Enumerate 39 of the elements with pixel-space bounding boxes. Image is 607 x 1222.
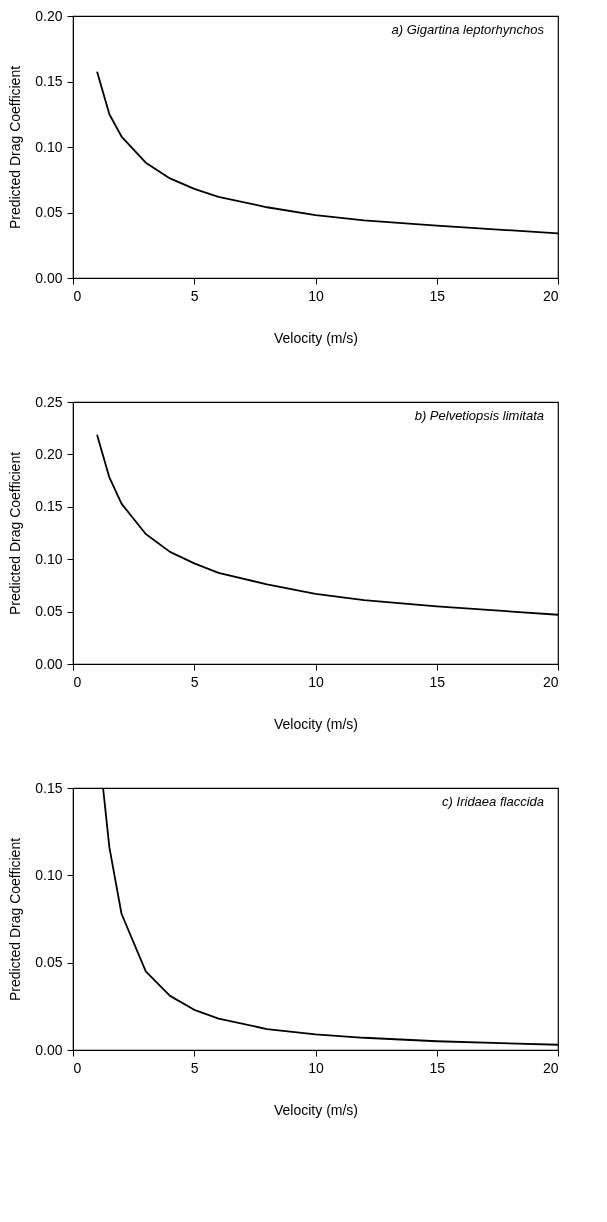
x-tick-label: 15 [429, 287, 446, 304]
x-tick-label: 15 [429, 673, 446, 690]
annotation: c) Iridaea flaccida [442, 794, 544, 809]
y-axis-title: Predicted Drag Coefficient [7, 837, 24, 1002]
y-tick-label: 0.25 [35, 393, 63, 410]
y-tick-label: 0.05 [35, 954, 63, 971]
y-axis-title: Predicted Drag Coefficient [7, 451, 24, 616]
x-tick-label: 10 [308, 673, 324, 690]
y-tick-label: 0.15 [35, 779, 63, 796]
y-tick-label: 0.15 [35, 498, 63, 515]
x-tick-label: 20 [542, 287, 559, 304]
x-tick-label: 0 [73, 673, 82, 690]
x-tick-label: 5 [190, 673, 199, 690]
y-tick-label: 0.10 [35, 866, 63, 883]
y-tick-label: 0.20 [35, 445, 63, 462]
x-tick-label: 5 [190, 287, 199, 304]
x-tick-label: 0 [73, 287, 82, 304]
x-tick-label: 10 [308, 287, 324, 304]
x-axis-title: Velocity (m/s) [273, 329, 359, 346]
y-tick-label: 0.15 [35, 73, 63, 89]
y-tick-label: 0.10 [35, 550, 63, 567]
y-axis-title: Predicted Drag Coefficient [7, 65, 24, 230]
x-tick-label: 20 [542, 1059, 559, 1076]
y-tick-label: 0.05 [35, 204, 63, 220]
annotation: a) Gigartina leptorhynchos [391, 22, 545, 37]
x-tick-label: 20 [542, 673, 559, 690]
x-tick-label: 10 [308, 1059, 324, 1076]
annotation: b) Pelvetiopsis limitata [414, 408, 544, 423]
y-tick-label: 0.00 [35, 1041, 63, 1058]
x-tick-label: 5 [190, 1059, 199, 1076]
y-tick-label: 0.10 [35, 138, 63, 155]
x-axis-title: Velocity (m/s) [273, 1101, 359, 1118]
y-tick-label: 0.00 [35, 655, 63, 672]
y-tick-label: 0.00 [35, 269, 63, 286]
y-tick-label: 0.05 [35, 603, 63, 620]
x-axis-title: Velocity (m/s) [273, 715, 359, 732]
x-tick-label: 15 [429, 1059, 446, 1076]
y-tick-label: 0.20 [35, 7, 63, 24]
x-tick-label: 0 [73, 1059, 82, 1076]
